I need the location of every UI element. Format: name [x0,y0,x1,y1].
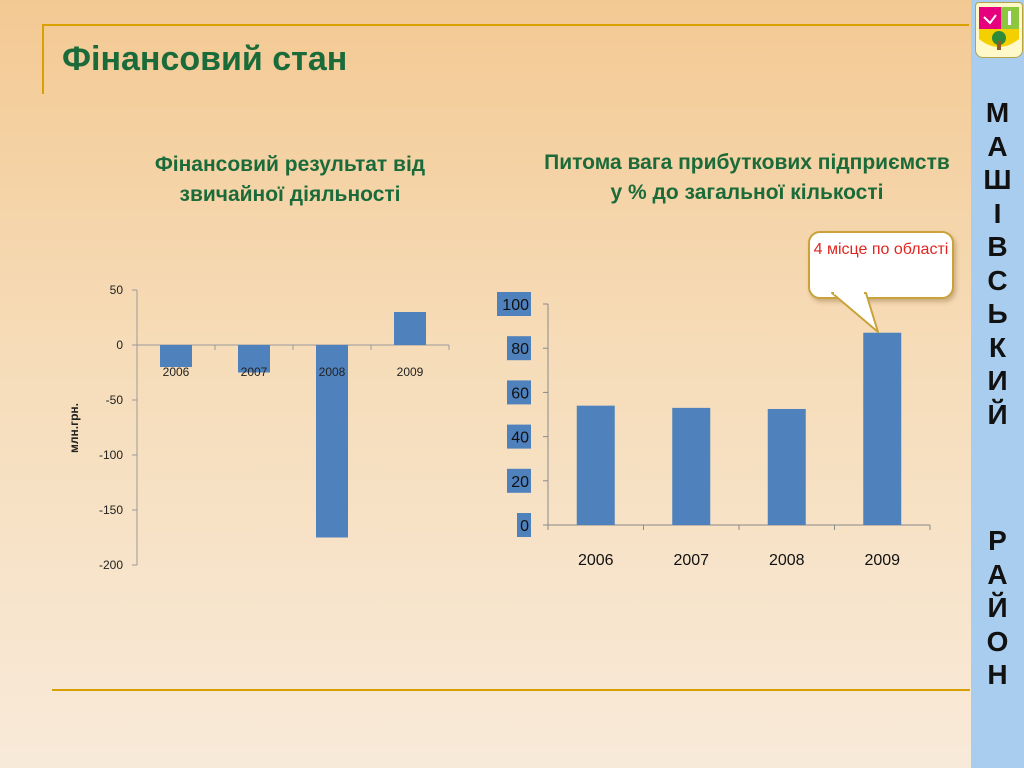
left-y-tick-label: -50 [106,393,124,407]
title-frame [42,24,969,94]
ranking-callout [808,231,954,299]
left-x-tick-label: 2007 [241,365,268,379]
page-title: Фінансовий стан [62,40,348,78]
right-y-tick-highlight [497,292,531,316]
district-coat-of-arms-icon [975,2,1023,58]
right-x-tick-label: 2008 [769,552,805,569]
right-y-tick-highlight [507,336,531,361]
right-chart-title: Питома вага прибуткових підприємств у % … [544,151,950,204]
right-bar-2009 [863,332,902,525]
left-bar-2006 [160,345,192,367]
right-y-tick-label: 100 [502,297,529,314]
callout-text: 4 місце по області [813,241,949,258]
left-y-tick-label: -150 [99,503,123,517]
right-y-tick-label: 40 [511,430,529,447]
right-x-tick-label: 2009 [864,552,900,569]
left-y-tick-label: -100 [99,448,123,462]
right-y-tick-highlight [507,380,531,405]
footer-divider [52,689,970,691]
right-y-tick-label: 80 [511,341,529,358]
sidebar [971,0,1024,768]
right-bar-2008 [767,408,806,525]
right-bar-2006 [576,405,615,525]
right-y-tick-label: 60 [511,385,529,402]
right-y-tick-highlight [517,513,531,537]
right-x-tick-label: 2006 [578,552,614,569]
left-y-axis-label: млн.грн. [67,403,81,453]
right-y-tick-highlight [507,424,531,449]
right-x-tick-label: 2007 [673,552,709,569]
left-x-tick-label: 2009 [397,365,424,379]
right-bar-2007 [672,407,711,525]
left-chart-title: Фінансовий результат від звичайної діяль… [154,153,426,206]
left-x-tick-label: 2008 [319,365,346,379]
right-y-tick-highlight [507,468,531,493]
left-bar-2009 [394,312,426,345]
left-x-tick-label: 2006 [163,365,190,379]
left-y-tick-label: 0 [116,338,123,352]
left-bar-2007 [238,345,270,373]
left-bar-2008 [316,345,348,538]
right-y-tick-label: 20 [511,474,529,491]
right-y-tick-label: 0 [520,518,529,535]
left-y-tick-label: -200 [99,558,123,572]
left-y-tick-label: 50 [110,283,124,297]
